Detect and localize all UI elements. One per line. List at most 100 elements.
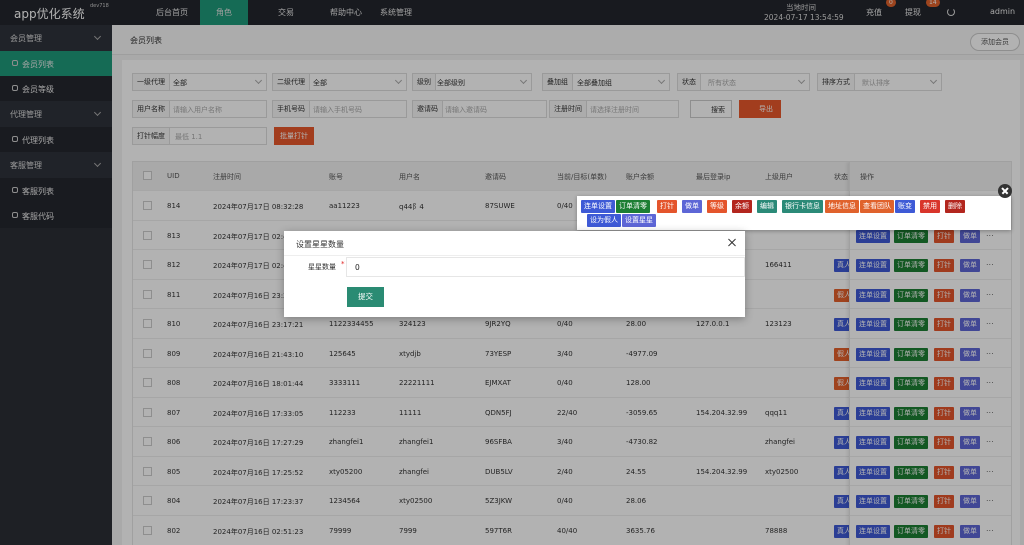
action-button[interactable]: 打针: [934, 347, 954, 361]
more-button[interactable]: ...: [986, 346, 994, 356]
action-button[interactable]: 连单设置: [856, 347, 890, 361]
star-input[interactable]: 0: [346, 257, 745, 277]
action-button[interactable]: 打针: [934, 524, 954, 538]
select-box[interactable]: 排序方式 默认排序: [817, 73, 942, 91]
more-button[interactable]: ...: [986, 228, 994, 238]
action-button[interactable]: 打针: [934, 318, 954, 331]
action-button[interactable]: 做单: [960, 288, 980, 302]
action-button[interactable]: 连单设置: [856, 259, 890, 272]
add-button[interactable]: 添加会员: [970, 33, 1020, 51]
action-button[interactable]: 连单设置: [856, 495, 890, 508]
action-button[interactable]: 做单: [960, 377, 980, 390]
refresh-icon[interactable]: [947, 8, 955, 16]
action-button[interactable]: 打针: [934, 377, 954, 390]
checkbox[interactable]: [143, 407, 152, 417]
user[interactable]: admin: [990, 7, 1016, 16]
action-button[interactable]: 连单设置: [856, 318, 890, 331]
more-button[interactable]: ...: [986, 464, 994, 474]
popup-button[interactable]: 设为假人: [587, 214, 621, 227]
popup-button[interactable]: 设置星星: [622, 214, 656, 227]
action-button[interactable]: 做单: [960, 524, 980, 538]
action-button[interactable]: 连单设置: [856, 436, 890, 449]
checkbox[interactable]: [143, 289, 152, 299]
popup-button[interactable]: 删除: [945, 200, 965, 213]
action-button[interactable]: 做单: [960, 259, 980, 272]
nav-item[interactable]: 交易: [278, 8, 294, 17]
action-button[interactable]: 订单清零: [894, 259, 928, 272]
checkbox[interactable]: [143, 260, 152, 269]
popup-button[interactable]: 编辑: [757, 200, 777, 213]
input-box[interactable]: 手机号码 请输入手机号码: [272, 100, 407, 118]
checkbox[interactable]: [143, 319, 152, 328]
more-button[interactable]: ...: [986, 523, 994, 533]
recharge[interactable]: 充值: [866, 8, 882, 17]
popup-button[interactable]: 连单设置: [581, 200, 615, 213]
action-button[interactable]: 订单清零: [894, 318, 928, 331]
popup-button[interactable]: 禁用: [920, 200, 940, 213]
popup-button[interactable]: 等级: [707, 200, 727, 213]
modal-close[interactable]: [727, 238, 737, 248]
action-button[interactable]: 连单设置: [856, 465, 890, 479]
popup-button[interactable]: 查看团队: [860, 200, 894, 213]
search-button[interactable]: 搜索: [690, 100, 732, 118]
more-button[interactable]: ...: [986, 405, 994, 415]
checkbox[interactable]: [143, 348, 152, 358]
action-button[interactable]: 订单清零: [894, 347, 928, 361]
action-button[interactable]: 做单: [960, 436, 980, 449]
checkbox[interactable]: [143, 378, 152, 387]
select-box[interactable]: 叠加组 全部叠加组: [542, 73, 670, 91]
checkbox[interactable]: [143, 466, 152, 476]
dose-input[interactable]: 打针幅度 最低 1.1: [132, 127, 267, 145]
withdraw[interactable]: 提现: [905, 8, 921, 17]
checkbox[interactable]: [143, 496, 152, 505]
input-box[interactable]: 邀请码 请输入邀请码: [412, 100, 547, 118]
action-button[interactable]: 打针: [934, 495, 954, 508]
action-button[interactable]: 做单: [960, 229, 980, 243]
batch-button[interactable]: 批量打针: [274, 127, 314, 145]
action-button[interactable]: 订单清零: [894, 406, 928, 420]
select-box[interactable]: 二级代理 全部: [272, 73, 407, 91]
action-button[interactable]: 连单设置: [856, 288, 890, 302]
nav-item[interactable]: 角色: [216, 8, 232, 17]
input-box[interactable]: 用户名称 请输入用户名称: [132, 100, 267, 118]
popup-button[interactable]: 打针: [657, 200, 677, 213]
action-button[interactable]: 连单设置: [856, 229, 890, 243]
action-button[interactable]: 做单: [960, 495, 980, 508]
checkbox[interactable]: [143, 437, 152, 446]
action-button[interactable]: 打针: [934, 288, 954, 302]
action-button[interactable]: 订单清零: [894, 377, 928, 390]
popup-button[interactable]: 地址信息: [825, 200, 859, 213]
action-button[interactable]: 订单清零: [894, 524, 928, 538]
checkbox[interactable]: [143, 201, 152, 210]
checkbox[interactable]: [143, 230, 152, 240]
menu-item[interactable]: 代理列表: [0, 127, 112, 152]
menu-item[interactable]: 会员列表: [0, 51, 112, 76]
action-button[interactable]: 打针: [934, 229, 954, 243]
more-button[interactable]: ...: [986, 287, 994, 297]
checkbox[interactable]: [143, 525, 152, 535]
select-box[interactable]: 级别 全部级别: [412, 73, 532, 91]
select-box[interactable]: 状态 所有状态: [677, 73, 810, 91]
menu-group[interactable]: 代理管理: [0, 101, 112, 127]
export-button[interactable]: 导出: [739, 100, 781, 118]
action-button[interactable]: 做单: [960, 406, 980, 420]
action-button[interactable]: 订单清零: [894, 465, 928, 479]
action-button[interactable]: 打针: [934, 465, 954, 479]
nav-item[interactable]: 系统管理: [380, 8, 412, 17]
popup-button[interactable]: 订单清零: [616, 200, 650, 213]
popup-button[interactable]: 余额: [732, 200, 752, 213]
action-button[interactable]: 连单设置: [856, 406, 890, 420]
action-button[interactable]: 连单设置: [856, 377, 890, 390]
action-button[interactable]: 做单: [960, 465, 980, 479]
more-button[interactable]: ...: [986, 258, 994, 267]
menu-item[interactable]: 客服列表: [0, 178, 112, 203]
more-button[interactable]: ...: [986, 376, 994, 385]
action-button[interactable]: 打针: [934, 436, 954, 449]
submit-button[interactable]: 提交: [347, 287, 384, 307]
nav-item[interactable]: 帮助中心: [330, 8, 362, 17]
popup-button[interactable]: 账变: [895, 200, 915, 213]
popup-button[interactable]: 做单: [682, 200, 702, 213]
more-button[interactable]: ...: [986, 317, 994, 326]
action-button[interactable]: 订单清零: [894, 288, 928, 302]
input-box[interactable]: 注册时间 请选择注册时间: [549, 100, 679, 118]
